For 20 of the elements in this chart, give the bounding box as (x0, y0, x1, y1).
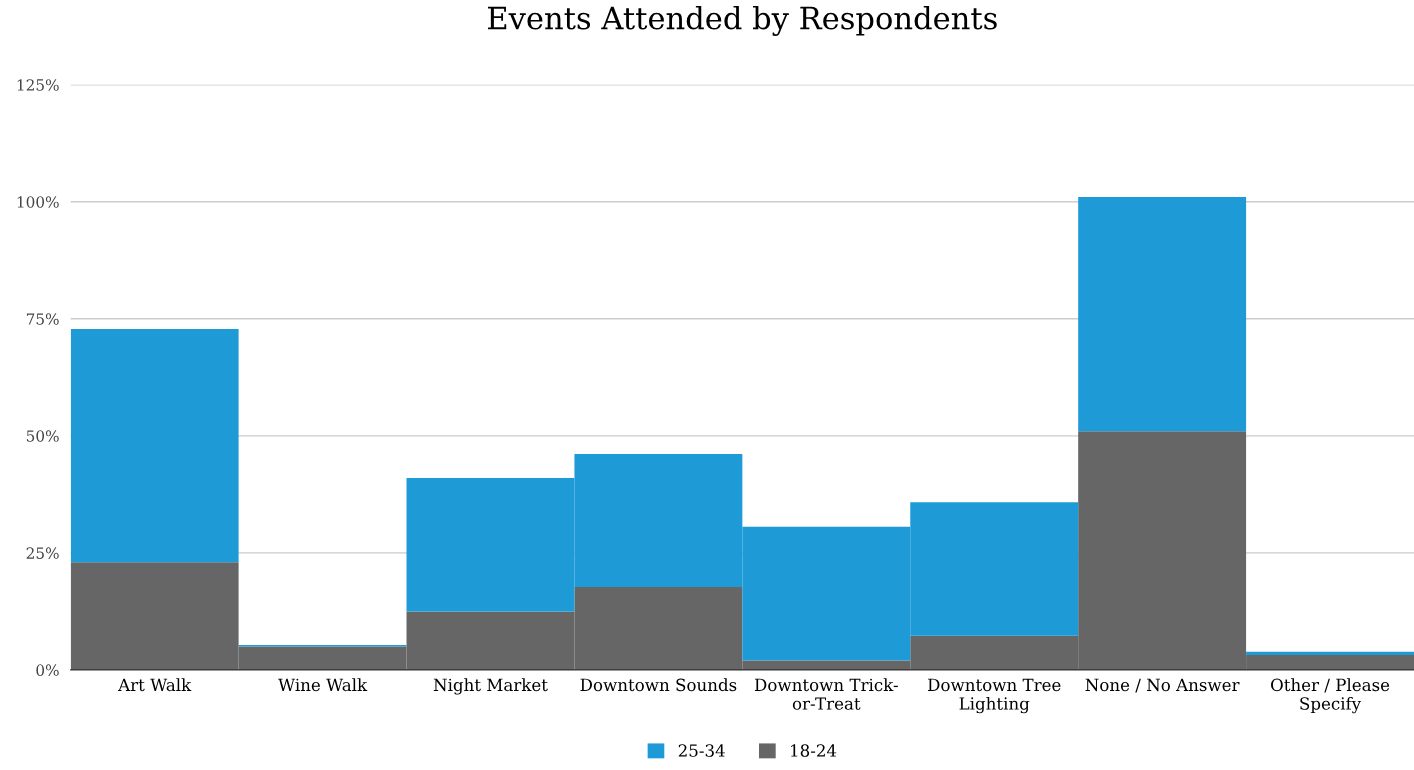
x-tick-label: None / No Answer (1085, 678, 1240, 693)
x-tick-label: Downtown Trick-or-Treat (754, 678, 898, 710)
x-tick-label: Wine Walk (278, 678, 368, 692)
x-tick-label: Downtown Tree Lighting (928, 678, 1061, 714)
y-tick-label: 125% (17, 79, 59, 91)
y-tick-label: 0% (36, 664, 59, 676)
y-tick-label: 75% (26, 313, 59, 325)
legend-label: 18-24 (791, 744, 837, 757)
bar (1078, 197, 1247, 432)
x-tick-label: Downtown Sounds (580, 678, 737, 692)
x-tick-label: Night Market (433, 678, 548, 695)
y-tick-label: 100% (17, 196, 59, 208)
chart-title: Events Attended by Respondents (488, 5, 997, 36)
bar (1246, 651, 1414, 655)
y-tick-label: 50% (26, 430, 59, 442)
y-tick-label: 25% (26, 547, 59, 559)
x-tick-label: Other / Please Specify (1271, 678, 1390, 714)
bar (70, 329, 239, 563)
x-tick-label: Art Walk (118, 678, 192, 692)
legend-label: 25-34 (678, 744, 725, 757)
